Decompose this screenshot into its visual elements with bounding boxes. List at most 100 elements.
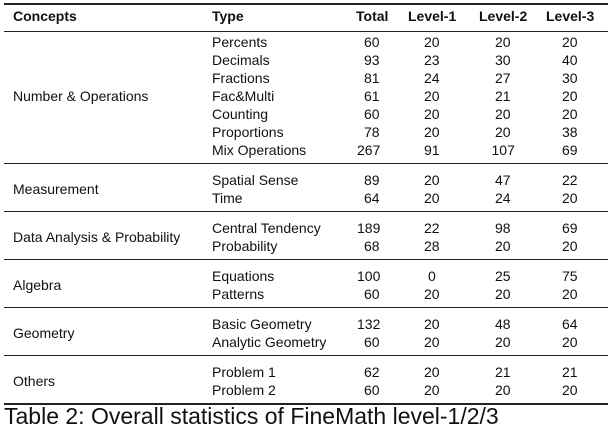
type-cell: Time xyxy=(212,190,243,206)
total-cell: 132 xyxy=(357,316,381,332)
level-2-cell: 47 xyxy=(495,172,511,188)
rule xyxy=(4,163,608,164)
type-cell: Mix Operations xyxy=(212,142,307,158)
type-cell: Analytic Geometry xyxy=(212,334,327,350)
level-1-cell: 20 xyxy=(424,88,440,104)
level-1-cell: 28 xyxy=(424,238,440,254)
table-caption: Table 2: Overall statistics of FineMath … xyxy=(4,403,499,429)
level-2-cell: 107 xyxy=(491,142,515,158)
level-1-cell: 20 xyxy=(424,34,440,50)
type-cell: Decimals xyxy=(212,52,270,68)
type-cell: Percents xyxy=(212,34,268,50)
level-1-cell: 20 xyxy=(424,172,440,188)
page: Concepts Type Total Level-1 Level-2 Level-3 Pe… xyxy=(4,3,608,429)
type-cell: Basic Geometry xyxy=(212,316,312,332)
total-cell: 78 xyxy=(364,124,380,140)
level-2-cell: 27 xyxy=(495,70,511,86)
level-3-cell: 20 xyxy=(562,34,578,50)
level-3-cell: 75 xyxy=(562,268,578,284)
total-cell: 100 xyxy=(357,268,381,284)
rule xyxy=(4,211,608,212)
level-2-cell: 21 xyxy=(495,364,511,380)
concept-cell: Others xyxy=(13,373,56,389)
concept-cell: Data Analysis & Probability xyxy=(13,229,181,245)
level-1-cell: 20 xyxy=(424,364,440,380)
concept-cell: Number & Operations xyxy=(13,88,149,104)
type-cell: Problem 1 xyxy=(212,364,276,380)
level-2-cell: 24 xyxy=(495,190,511,206)
level-3-cell: 20 xyxy=(562,334,578,350)
level-3-cell: 20 xyxy=(562,286,578,302)
level-3-cell: 20 xyxy=(562,382,578,398)
level-3-cell: 40 xyxy=(562,52,578,68)
level-1-cell: 23 xyxy=(424,52,440,68)
level-2-cell: 20 xyxy=(495,238,511,254)
type-cell: Central Tendency xyxy=(212,220,321,236)
level-2-cell: 20 xyxy=(495,286,511,302)
level-3-cell: 22 xyxy=(562,172,578,188)
level-1-cell: 20 xyxy=(424,382,440,398)
column-header: Level-1 xyxy=(408,8,457,24)
level-3-cell: 21 xyxy=(562,364,578,380)
concept-cell: Measurement xyxy=(13,181,99,197)
column-header: Total xyxy=(356,8,389,24)
level-3-cell: 69 xyxy=(562,142,578,158)
total-cell: 60 xyxy=(364,34,380,50)
rule xyxy=(4,403,608,405)
level-2-cell: 98 xyxy=(495,220,511,236)
type-cell: Equations xyxy=(212,268,275,284)
rule xyxy=(4,259,608,260)
level-1-cell: 20 xyxy=(424,124,440,140)
level-2-cell: 48 xyxy=(495,316,511,332)
total-cell: 60 xyxy=(364,286,380,302)
level-2-cell: 30 xyxy=(495,52,511,68)
type-cell: Counting xyxy=(212,106,269,122)
type-cell: Probability xyxy=(212,238,278,254)
type-cell: Proportions xyxy=(212,124,284,140)
type-cell: Fac&Multi xyxy=(212,88,275,104)
total-cell: 81 xyxy=(364,70,380,86)
level-3-cell: 20 xyxy=(562,238,578,254)
concept-cell: Geometry xyxy=(13,325,75,341)
total-cell: 61 xyxy=(364,88,380,104)
level-3-cell: 20 xyxy=(562,190,578,206)
level-2-cell: 20 xyxy=(495,124,511,140)
rule xyxy=(4,355,608,356)
rule xyxy=(4,31,608,32)
concept-cell: Algebra xyxy=(13,277,62,293)
total-cell: 189 xyxy=(357,220,381,236)
level-3-cell: 20 xyxy=(562,106,578,122)
level-3-cell: 38 xyxy=(562,124,578,140)
type-cell: Patterns xyxy=(212,286,265,302)
type-cell: Spatial Sense xyxy=(212,172,299,188)
rule xyxy=(4,307,608,308)
level-1-cell: 20 xyxy=(424,190,440,206)
level-1-cell: 0 xyxy=(428,268,436,284)
total-cell: 60 xyxy=(364,334,380,350)
level-2-cell: 20 xyxy=(495,382,511,398)
total-cell: 64 xyxy=(364,190,380,206)
column-header: Type xyxy=(212,8,244,24)
type-cell: Problem 2 xyxy=(212,382,276,398)
level-1-cell: 20 xyxy=(424,334,440,350)
level-1-cell: 22 xyxy=(424,220,440,236)
level-2-cell: 21 xyxy=(495,88,511,104)
level-2-cell: 20 xyxy=(495,106,511,122)
total-cell: 62 xyxy=(364,364,380,380)
type-cell: Fractions xyxy=(212,70,270,86)
total-cell: 89 xyxy=(364,172,380,188)
level-3-cell: 30 xyxy=(562,70,578,86)
level-2-cell: 20 xyxy=(495,334,511,350)
level-1-cell: 91 xyxy=(424,142,440,158)
level-2-cell: 25 xyxy=(495,268,511,284)
total-cell: 60 xyxy=(364,382,380,398)
column-header: Concepts xyxy=(13,8,77,24)
level-1-cell: 20 xyxy=(424,106,440,122)
level-1-cell: 24 xyxy=(424,70,440,86)
total-cell: 60 xyxy=(364,106,380,122)
total-cell: 93 xyxy=(364,52,380,68)
total-cell: 267 xyxy=(357,142,381,158)
level-1-cell: 20 xyxy=(424,316,440,332)
column-header: Level-3 xyxy=(546,8,595,24)
level-3-cell: 64 xyxy=(562,316,578,332)
